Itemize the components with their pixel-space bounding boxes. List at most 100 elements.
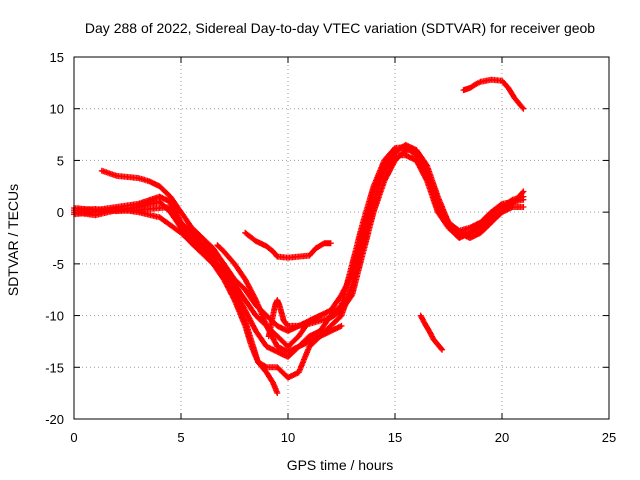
data-point-cluster xyxy=(156,214,183,235)
data-point-cluster xyxy=(231,286,248,312)
data-point-cluster xyxy=(135,194,162,207)
data-point-cluster xyxy=(98,167,119,179)
data-point-cluster xyxy=(135,199,162,210)
plot-frame xyxy=(73,56,610,420)
data-point-cluster xyxy=(349,231,366,278)
data-point-cluster xyxy=(199,235,215,251)
data-point-cluster xyxy=(214,242,226,254)
data-point-cluster xyxy=(255,359,269,375)
data-point-cluster xyxy=(270,379,281,397)
data-point-cluster xyxy=(381,150,397,169)
data-point-cluster xyxy=(295,339,312,350)
data-point-cluster xyxy=(312,240,327,252)
data-point-cluster xyxy=(422,320,432,333)
y-tick-label: -10 xyxy=(45,309,64,324)
data-point-cluster xyxy=(306,246,318,259)
data-point-cluster xyxy=(167,193,184,214)
data-point-cluster xyxy=(231,276,248,292)
x-tick-label: 10 xyxy=(281,430,295,445)
data-point-cluster xyxy=(178,209,194,230)
data-point-cluster xyxy=(280,317,291,328)
series-track-4 xyxy=(71,141,527,350)
data-point-cluster xyxy=(270,248,280,259)
data-point-cluster xyxy=(113,204,140,214)
data-point-cluster xyxy=(135,209,162,220)
data-point-cluster xyxy=(499,201,515,216)
series-track-5 xyxy=(98,147,527,335)
data-point-cluster xyxy=(434,193,451,224)
data-point-cluster xyxy=(499,197,515,210)
data-point-cluster xyxy=(430,336,440,347)
data-point-cluster xyxy=(327,308,344,321)
data-point-cluster xyxy=(178,224,194,245)
data-point-cluster xyxy=(327,313,344,329)
data-series xyxy=(71,76,527,397)
data-point-cluster xyxy=(381,158,398,185)
series-track-6 xyxy=(214,242,345,355)
x-tick-label: 15 xyxy=(388,430,402,445)
x-tick-label: 20 xyxy=(495,430,509,445)
data-point-cluster xyxy=(466,230,483,241)
series-track-9 xyxy=(417,312,446,353)
data-point-cluster xyxy=(242,322,255,349)
data-point-cluster xyxy=(274,333,290,349)
y-tick-label: 10 xyxy=(50,102,64,117)
data-point-cluster xyxy=(199,240,215,256)
series-track-10 xyxy=(460,76,527,112)
data-point-cluster xyxy=(370,164,387,195)
data-point-cluster xyxy=(231,297,248,328)
data-point-cluster xyxy=(424,162,441,199)
data-point-cluster xyxy=(188,235,205,251)
data-point-cluster xyxy=(424,167,441,204)
data-point-cluster xyxy=(263,243,275,254)
data-point-cluster xyxy=(242,276,259,302)
data-point-cluster xyxy=(188,229,205,246)
series-track-3 xyxy=(71,198,281,397)
data-point-cluster xyxy=(276,302,287,323)
data-point-cluster xyxy=(263,343,279,355)
data-point-cluster xyxy=(285,334,301,350)
y-tick-label: 0 xyxy=(57,205,64,220)
data-point-cluster xyxy=(92,204,119,214)
data-point-cluster xyxy=(505,85,517,101)
data-point-cluster xyxy=(167,198,184,225)
data-point-cluster xyxy=(178,219,194,235)
data-point-cluster xyxy=(509,188,527,207)
x-axis-label: GPS time / hours xyxy=(287,457,394,473)
y-tick-label: -15 xyxy=(45,360,64,375)
x-tick-label: 5 xyxy=(177,430,184,445)
x-tick-label: 25 xyxy=(602,430,616,445)
data-point-cluster xyxy=(327,322,345,335)
data-point-cluster xyxy=(199,250,215,266)
grid-lines xyxy=(74,57,609,419)
y-axis-label: SDTVAR / TECUs xyxy=(5,184,21,296)
data-point-cluster xyxy=(306,312,324,324)
data-point-cluster xyxy=(392,148,408,164)
data-point-cluster xyxy=(252,238,269,249)
data-point-cluster xyxy=(145,178,162,189)
y-tick-label: -5 xyxy=(52,257,64,272)
data-point-cluster xyxy=(349,252,366,298)
data-point-cluster xyxy=(263,369,276,385)
data-point-cluster xyxy=(509,204,527,210)
data-point-cluster xyxy=(424,178,441,214)
data-point-cluster xyxy=(370,179,387,216)
data-point-cluster xyxy=(381,146,397,164)
data-point-cluster xyxy=(466,81,478,91)
data-point-cluster xyxy=(434,341,446,353)
data-point-cluster xyxy=(321,240,334,247)
data-point-cluster xyxy=(417,312,428,326)
data-point-cluster xyxy=(156,198,173,215)
data-point-cluster xyxy=(242,297,258,318)
data-point-cluster xyxy=(156,183,173,199)
data-point-cluster xyxy=(188,224,205,240)
data-point-cluster xyxy=(231,281,248,302)
series-track-8 xyxy=(265,297,324,340)
data-point-cluster xyxy=(445,219,462,235)
chart-title: Day 288 of 2022, Sidereal Day-to-day VTE… xyxy=(85,20,595,36)
data-point-cluster xyxy=(252,328,269,349)
axis-ticks: 0 5 10 15 20 25 -20 -15 -10 -5 0 5 10 15 xyxy=(45,50,616,445)
data-point-cluster xyxy=(477,215,494,231)
data-point-cluster xyxy=(220,260,237,282)
data-point-cluster xyxy=(338,293,355,314)
